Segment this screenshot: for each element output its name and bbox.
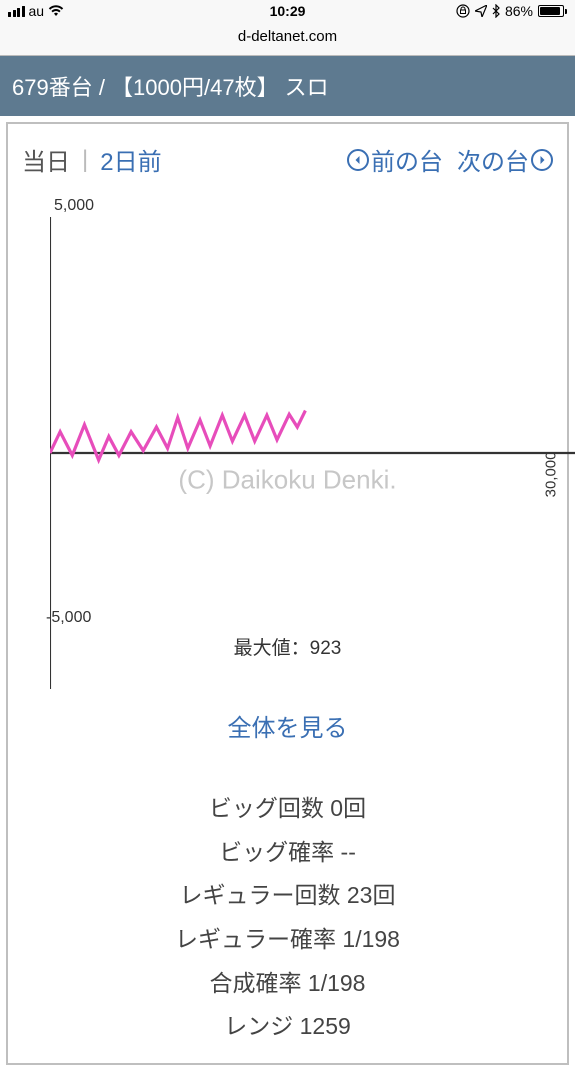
content-card: 当日 | 2日前 前の台 次の台 5,000 -5,000 30,000 (C)…: [6, 122, 569, 1065]
stat-row: ビッグ確率 --: [8, 831, 567, 875]
bluetooth-icon: [492, 4, 500, 18]
stats-list: ビッグ回数 0回ビッグ確率 --レギュラー回数 23回レギュラー確率 1/198…: [8, 787, 567, 1063]
chevron-left-icon: [347, 149, 369, 171]
stat-row: 合成確率 1/198: [8, 962, 567, 1006]
url-text: d-deltanet.com: [238, 28, 337, 45]
prev-machine-link[interactable]: 前の台: [347, 142, 443, 177]
stat-row: レンジ 1259: [8, 1005, 567, 1049]
battery-pct: 86%: [505, 3, 533, 19]
tab-2days[interactable]: 2日前: [100, 142, 161, 177]
stat-row: ビッグ回数 0回: [8, 787, 567, 831]
status-right: 86%: [456, 3, 567, 19]
tab-separator: |: [82, 146, 88, 174]
y-axis-max: 5,000: [54, 197, 94, 215]
next-machine-link[interactable]: 次の台: [457, 142, 553, 177]
status-bar: au 10:29 86%: [0, 0, 575, 22]
stat-row: レギュラー確率 1/198: [8, 918, 567, 962]
page-header: 679番台 / 【1000円/47枚】 スロ: [0, 56, 575, 116]
clock: 10:29: [270, 3, 306, 19]
tab-row: 当日 | 2日前 前の台 次の台: [8, 124, 567, 181]
url-bar[interactable]: d-deltanet.com: [0, 22, 575, 56]
status-left: au: [8, 3, 64, 19]
wifi-icon: [48, 5, 64, 17]
chart-watermark: (C) Daikoku Denki.: [178, 465, 396, 496]
carrier-label: au: [29, 3, 45, 19]
location-icon: [475, 5, 487, 17]
line-chart: [50, 217, 575, 689]
battery-icon: [538, 5, 567, 17]
chart-area: 5,000 -5,000 30,000 (C) Daikoku Denki.: [24, 197, 551, 669]
header-title: 679番台 / 【1000円/47枚】 スロ: [12, 75, 329, 100]
orientation-lock-icon: [456, 4, 470, 18]
stat-row: レギュラー回数 23回: [8, 874, 567, 918]
signal-icon: [8, 6, 25, 17]
chevron-right-icon: [531, 149, 553, 171]
tab-today[interactable]: 当日: [22, 142, 70, 177]
